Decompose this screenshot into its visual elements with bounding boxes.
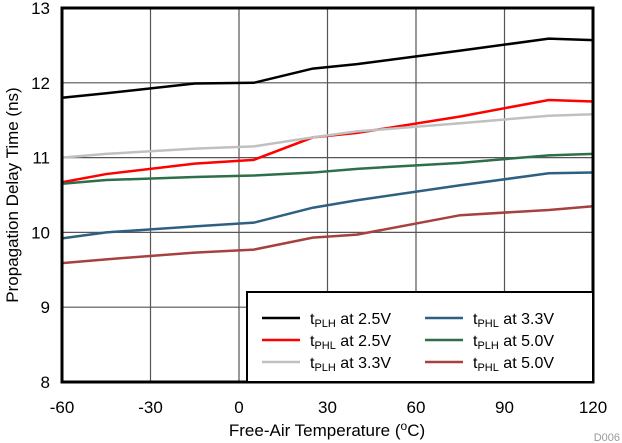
- legend-entry: tPLH at 2.5V: [310, 311, 391, 330]
- figure-id: D006: [594, 432, 620, 443]
- x-tick-label: -60: [50, 398, 75, 417]
- legend-entry: tPHL at 2.5V: [310, 333, 391, 352]
- x-tick-label: 60: [407, 398, 426, 417]
- x-tick-label: 120: [579, 398, 607, 417]
- x-tick-label: 0: [234, 398, 243, 417]
- legend-entry: tPHL at 3.3V: [473, 311, 554, 330]
- legend-entry: tPLH at 3.3V: [310, 355, 391, 374]
- series-line-5: [61, 204, 594, 265]
- series-line-2: [61, 112, 594, 159]
- y-tick-label: 13: [31, 0, 50, 18]
- legend-entry: tPLH at 5.0V: [473, 333, 554, 352]
- y-tick-label: 9: [41, 298, 50, 317]
- x-tick-labels: -60 -30 0 30 60 90 120: [50, 398, 607, 417]
- legend-entry: tPHL at 5.0V: [473, 355, 554, 374]
- x-tick-label: 30: [318, 398, 337, 417]
- y-tick-label: 12: [31, 74, 50, 93]
- series-lines: [61, 37, 594, 265]
- y-tick-labels: 8 9 10 11 12 13: [31, 0, 50, 392]
- y-tick-label: 11: [32, 149, 50, 168]
- x-tick-label: 90: [495, 398, 514, 417]
- series-line-4: [61, 152, 594, 186]
- legend-box: [246, 291, 594, 383]
- x-axis-label: Free-Air Temperature (oC): [229, 419, 425, 440]
- y-tick-label: 8: [41, 373, 50, 392]
- y-axis-label: Propagation Delay Time (ns): [3, 87, 22, 302]
- x-tick-label: -30: [138, 398, 163, 417]
- y-tick-label: 10: [31, 223, 50, 242]
- series-line-0: [61, 37, 594, 100]
- legend: tPLH at 2.5V tPHL at 2.5V tPLH at 3.3V tPHL…: [246, 291, 594, 383]
- series-line-3: [61, 171, 594, 240]
